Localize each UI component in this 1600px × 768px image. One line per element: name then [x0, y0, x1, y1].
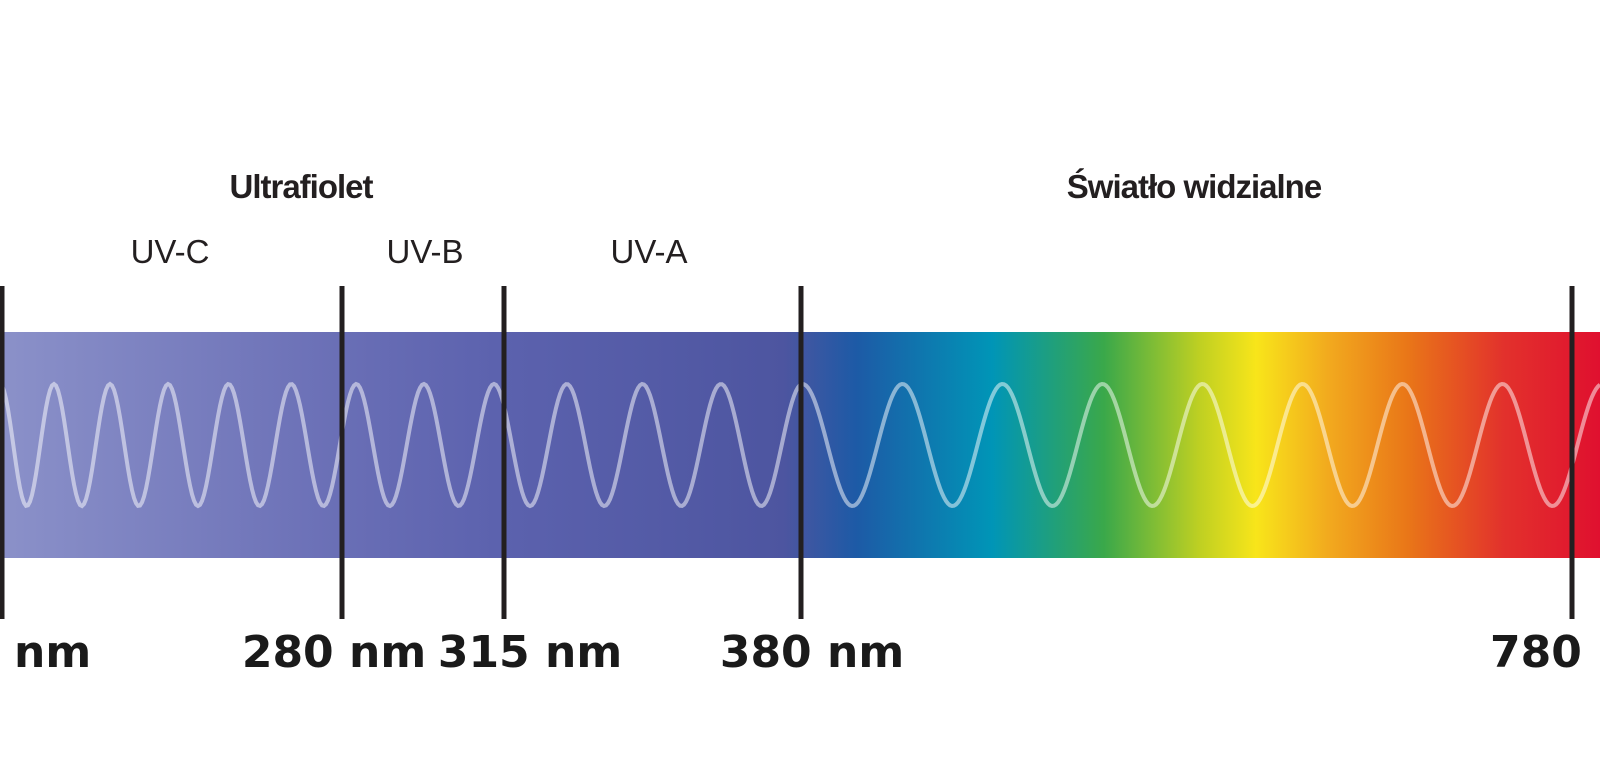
band-label: UV-B: [386, 233, 463, 270]
heading: Ultrafiolet: [229, 168, 373, 205]
boundary-label: nm: [14, 627, 91, 678]
band-label: UV-C: [131, 233, 210, 270]
boundary-label: 280 nm: [242, 627, 426, 678]
boundary-label: 780 nm: [1490, 627, 1600, 678]
band-label: UV-A: [610, 233, 687, 270]
heading: Światło widzialne: [1067, 168, 1322, 205]
boundary-label: 380 nm: [720, 627, 904, 678]
boundary-label: 315 nm: [438, 627, 622, 678]
